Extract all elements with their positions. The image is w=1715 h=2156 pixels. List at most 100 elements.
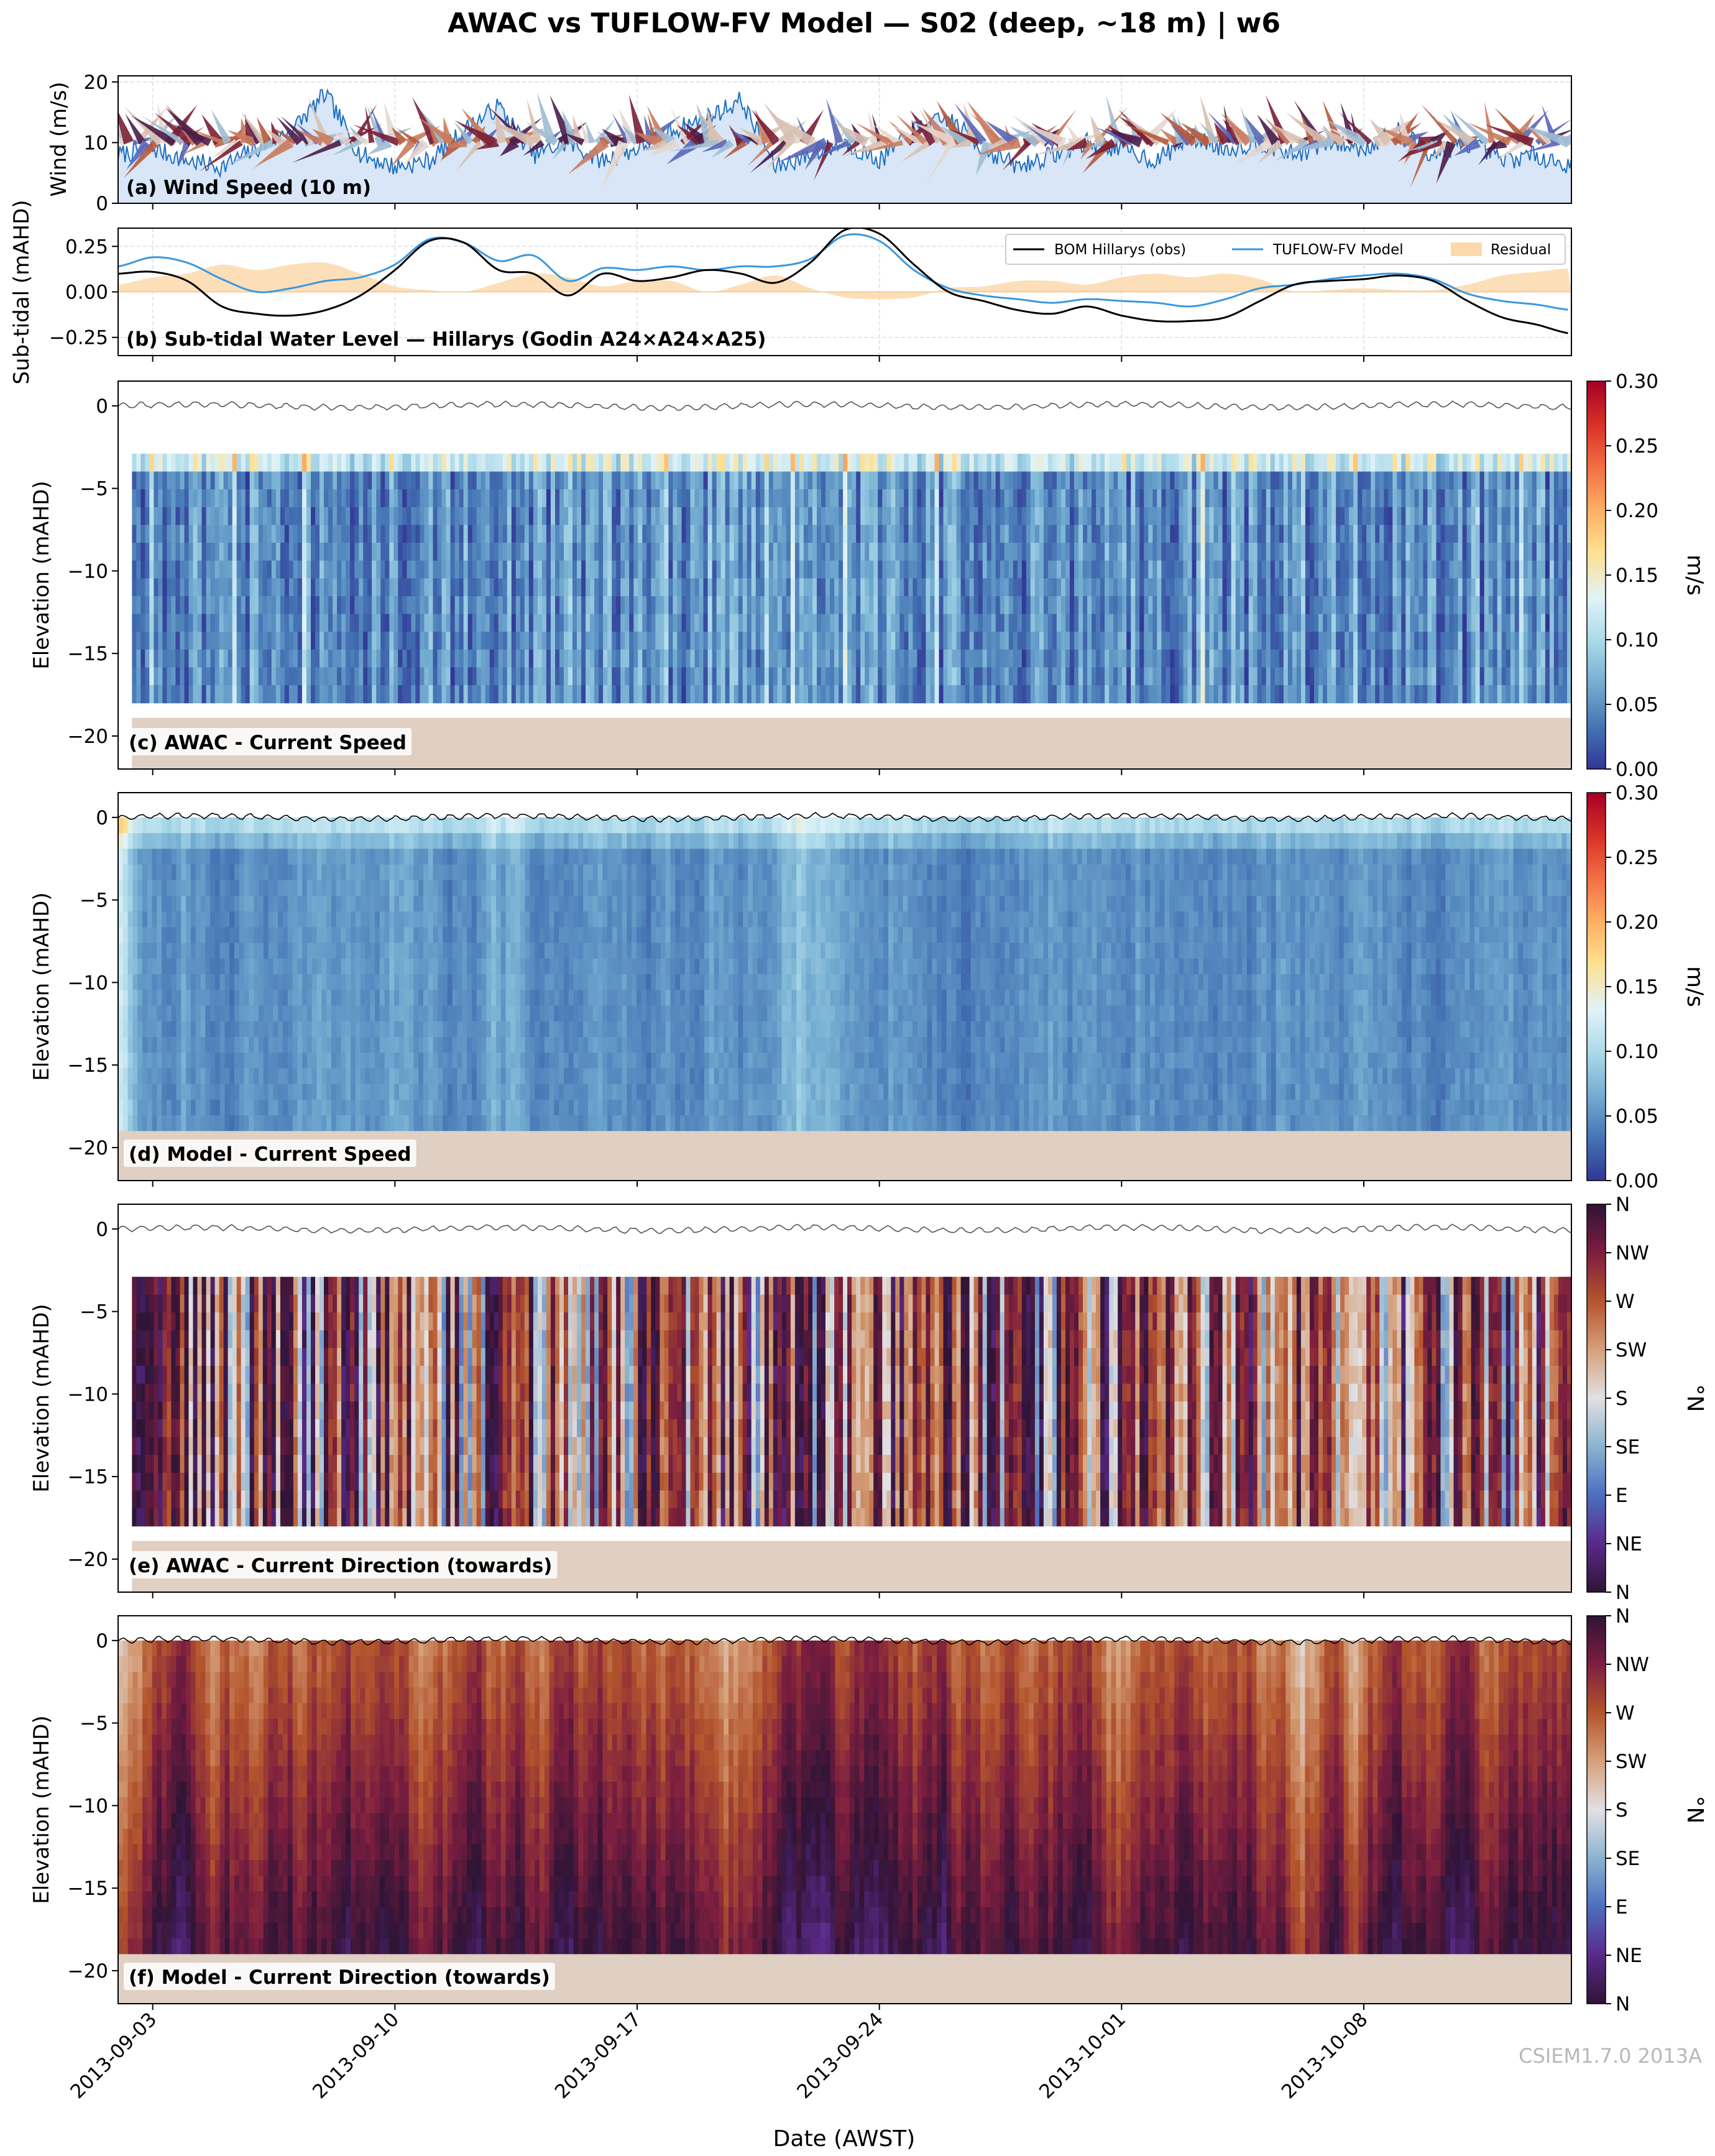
heatmap-cell — [385, 489, 390, 507]
heatmap-cell — [843, 632, 848, 650]
heatmap-cell — [1537, 489, 1542, 507]
heatmap-cell — [1519, 578, 1524, 596]
heatmap-cell — [132, 596, 137, 614]
heatmap-cell — [411, 472, 416, 490]
heatmap-cell — [533, 685, 538, 703]
heatmap-cell — [704, 632, 709, 650]
heatmap-cell — [886, 472, 891, 490]
heatmap-cell — [254, 650, 259, 668]
heatmap-cell — [1388, 472, 1393, 490]
heatmap-cell — [581, 489, 586, 507]
heatmap-cell — [446, 632, 451, 650]
heatmap-cell — [913, 507, 917, 525]
heatmap-cell — [791, 650, 796, 668]
heatmap-cell — [1078, 596, 1083, 614]
heatmap-cell — [1284, 578, 1289, 596]
heatmap-cell — [185, 632, 190, 650]
heatmap-cell — [1061, 685, 1066, 703]
heatmap-cell — [586, 632, 591, 650]
heatmap-cell — [668, 561, 673, 579]
heatmap-cell — [1031, 614, 1036, 632]
heatmap-cell — [633, 543, 638, 561]
heatmap-cell — [590, 489, 595, 507]
heatmap-cell — [743, 507, 748, 525]
heatmap-cell — [1044, 614, 1049, 632]
heatmap-cell — [333, 543, 338, 561]
heatmap-cell — [1000, 614, 1005, 632]
heatmap-cell — [625, 668, 630, 686]
heatmap-cell — [206, 543, 211, 561]
heatmap-cell — [725, 632, 730, 650]
heatmap-cell — [1550, 454, 1555, 472]
heatmap-cell — [852, 561, 857, 579]
heatmap-cell — [228, 650, 233, 668]
heatmap-cell — [228, 489, 233, 507]
heatmap-cell — [254, 561, 259, 579]
heatmap-cell — [773, 650, 778, 668]
heatmap-cell — [1170, 578, 1175, 596]
heatmap-cell — [337, 632, 342, 650]
heatmap-cell — [459, 525, 464, 543]
heatmap-cell — [224, 525, 229, 543]
heatmap-cell — [839, 614, 844, 632]
heatmap-cell — [175, 632, 180, 650]
heatmap-cell — [577, 632, 582, 650]
heatmap-cell — [180, 578, 185, 596]
heatmap-cell — [795, 489, 800, 507]
heatmap-cell — [551, 668, 556, 686]
heatmap-cell — [725, 668, 730, 686]
heatmap-cell — [211, 543, 216, 561]
heatmap-cell — [263, 489, 268, 507]
heatmap-cell — [1476, 685, 1481, 703]
heatmap-cell — [1405, 472, 1410, 490]
heatmap-cell — [1353, 668, 1358, 686]
heatmap-cell — [852, 578, 857, 596]
heatmap-cell — [625, 543, 630, 561]
heatmap-cell — [455, 685, 460, 703]
heatmap-cell — [512, 632, 517, 650]
heatmap-cell — [393, 614, 398, 632]
heatmap-cell — [1218, 685, 1223, 703]
heatmap-cell — [1414, 685, 1419, 703]
heatmap-cell — [1022, 632, 1027, 650]
heatmap-cell — [708, 596, 713, 614]
heatmap-cell — [140, 543, 145, 561]
heatmap-cell — [477, 543, 482, 561]
heatmap-cell — [1266, 668, 1271, 686]
heatmap-cell — [699, 650, 704, 668]
heatmap-cell — [961, 543, 966, 561]
heatmap-cell — [987, 685, 992, 703]
heatmap-cell — [1161, 454, 1166, 472]
heatmap-cell — [1353, 454, 1358, 472]
heatmap-cell — [756, 578, 761, 596]
heatmap-cell — [899, 454, 904, 472]
heatmap-cell — [302, 561, 307, 579]
heatmap-cell — [1271, 614, 1276, 632]
heatmap-cell — [1558, 668, 1563, 686]
heatmap-cell — [1515, 454, 1520, 472]
heatmap-cell — [786, 489, 791, 507]
heatmap-cell — [1515, 472, 1520, 490]
heatmap-cell — [202, 525, 207, 543]
heatmap-cell — [306, 668, 311, 686]
heatmap-cell — [1013, 650, 1018, 668]
heatmap-cell — [817, 525, 822, 543]
heatmap-cell — [175, 685, 180, 703]
heatmap-cell — [193, 454, 198, 472]
heatmap-cell — [646, 507, 651, 525]
heatmap-cell — [507, 472, 512, 490]
heatmap-cell — [1118, 489, 1123, 507]
heatmap-cell — [873, 525, 878, 543]
heatmap-cell — [1105, 614, 1110, 632]
heatmap-cell — [1148, 685, 1153, 703]
heatmap-cell — [921, 561, 926, 579]
heatmap-cell — [1022, 561, 1027, 579]
heatmap-cell — [1537, 578, 1542, 596]
heatmap-cell — [1392, 685, 1397, 703]
heatmap-cells — [132, 454, 1571, 703]
heatmap-cell — [970, 578, 975, 596]
heatmap-cell — [791, 632, 796, 650]
heatmap-cell — [402, 507, 407, 525]
heatmap-cell — [285, 596, 290, 614]
heatmap-cell — [839, 489, 844, 507]
